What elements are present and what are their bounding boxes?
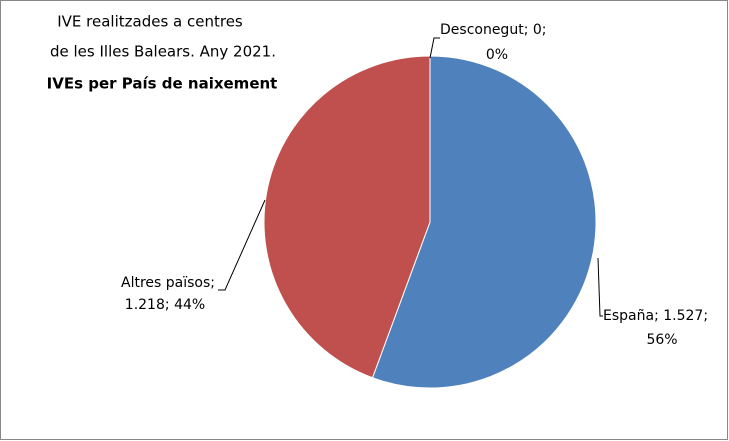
data-label: España; 1.527;: [603, 308, 708, 324]
separator: ;: [654, 308, 663, 324]
data-label: 0%: [486, 47, 508, 63]
leader-line: [429, 37, 440, 59]
value-label: 0: [533, 22, 542, 38]
chart-title: IVE realitzades a centres: [57, 13, 243, 31]
chart-subtitle: IVEs per País de naixement: [47, 75, 278, 93]
pie-slice: [371, 55, 597, 389]
data-label: Desconegut; 0;: [440, 22, 547, 38]
category-label: Altres països: [121, 275, 210, 291]
value-label: 1.527: [663, 308, 703, 324]
percent-label: 0%: [486, 47, 508, 63]
separator: ;: [542, 22, 547, 38]
separator: ;: [165, 297, 174, 313]
separator: ;: [524, 22, 533, 38]
pie-slice: [263, 55, 431, 379]
percent-label: 44%: [174, 297, 205, 313]
percent-label: 56%: [646, 332, 677, 348]
separator: ;: [210, 275, 215, 291]
leader-line: [218, 199, 266, 291]
category-label: Desconegut: [440, 22, 524, 38]
value-label: 1.218: [125, 297, 165, 313]
separator: ;: [703, 308, 708, 324]
category-label: España: [603, 308, 654, 324]
chart-title: de les Illes Balears. Any 2021.: [50, 43, 276, 61]
leader-line: [597, 257, 603, 317]
data-label: Altres països;: [121, 275, 215, 291]
data-label: 1.218; 44%: [125, 297, 205, 313]
data-label: 56%: [646, 332, 677, 348]
